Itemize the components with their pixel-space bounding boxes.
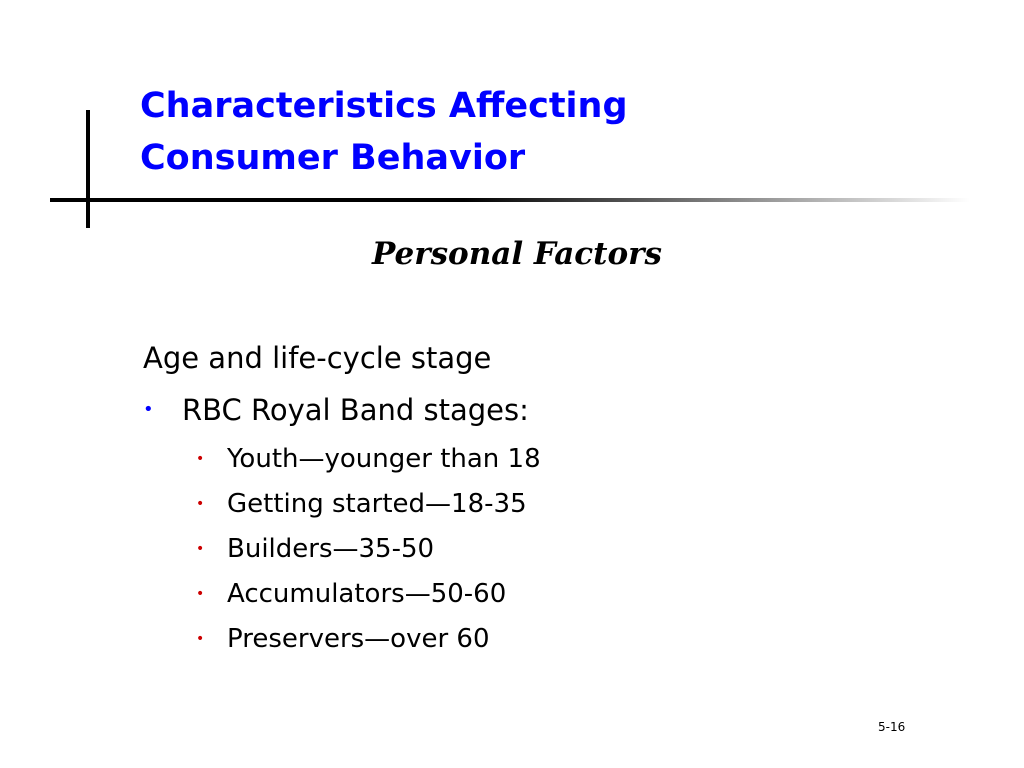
bullet-icon: •	[196, 631, 205, 647]
bullet-text: RBC Royal Band stages:	[182, 393, 529, 427]
stage-text: Youth—younger than 18	[227, 444, 541, 474]
slide-title: Characteristics Affecting Consumer Behav…	[140, 80, 840, 184]
stage-text: Accumulators—50-60	[227, 579, 507, 609]
decorative-horizontal-line	[50, 198, 970, 202]
bullet-icon: •	[196, 451, 205, 467]
page-number: 5-16	[878, 720, 906, 734]
bullet-icon: •	[196, 586, 205, 602]
stage-text: Builders—35-50	[227, 534, 435, 564]
decorative-vertical-line	[86, 110, 90, 228]
bullet-icon: •	[196, 496, 205, 512]
stage-text: Preservers—over 60	[227, 624, 490, 654]
bullet-icon: •	[196, 541, 205, 557]
title-line-2: Consumer Behavior	[140, 138, 526, 178]
title-line-1: Characteristics Affecting	[140, 86, 628, 126]
slide-subtitle: Personal Factors	[372, 236, 662, 272]
section-heading: Age and life-cycle stage	[143, 341, 492, 375]
stage-text: Getting started—18-35	[227, 489, 527, 519]
bullet-icon: •	[143, 399, 154, 420]
